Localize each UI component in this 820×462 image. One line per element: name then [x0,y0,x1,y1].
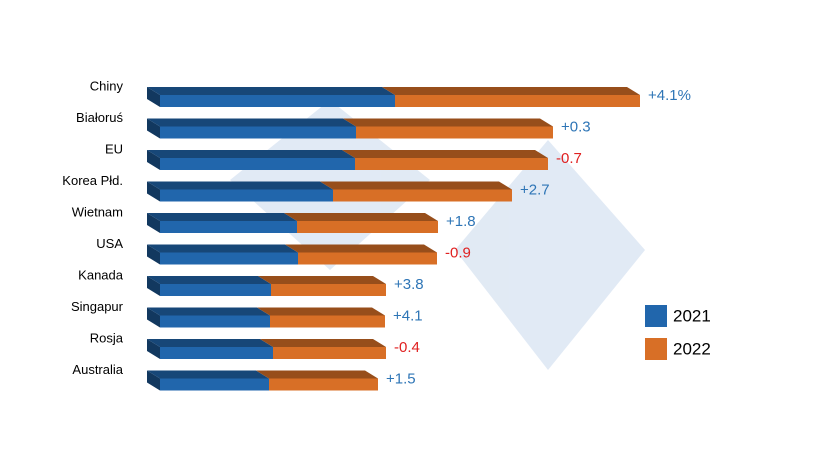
plot: Chiny +4.1% Białoruś +0.3 EU -0.7 Korea Płd. +2… [62,78,711,391]
category-label: Rosja [90,330,124,345]
bar-segment [147,213,297,233]
bar-front [160,158,355,170]
bar-side [147,87,160,107]
bar-front [270,315,385,328]
bar-segment [147,87,395,107]
category-label: Korea Płd. [62,173,123,188]
bar-top [147,213,297,221]
bar-front [160,284,271,296]
bar-segment [147,244,298,265]
bar-front [160,95,395,107]
bar-front [269,378,378,391]
bar-front [160,221,297,233]
bar-segment [147,276,271,296]
bar-top [257,307,385,316]
bar-segment [343,118,553,139]
bar-segment [147,370,269,391]
bar-top [147,339,273,347]
bar-front [271,284,386,296]
legend-label: 2022 [673,339,711,358]
bar-segment [258,276,386,296]
bar-top [343,118,553,127]
bar-top [147,276,271,284]
watermark [230,100,645,370]
bar-front [273,347,386,359]
bar-front [395,95,640,107]
bar-front [160,378,269,391]
bar-top [320,181,512,190]
bar-top [147,150,355,158]
category-label: Białoruś [76,110,123,125]
change-label: -0.9 [445,244,471,261]
bar-front [297,221,438,233]
bar-segment [147,150,355,170]
bar-front [160,347,273,359]
bar-front [298,252,437,265]
bar-segment [256,370,378,391]
bar-segment [285,244,437,265]
change-label: +4.1% [648,87,691,104]
bar-front [160,315,270,328]
change-label: +0.3 [561,118,591,135]
change-label: -0.7 [556,150,582,167]
bar-segment [320,181,512,202]
bar-top [147,181,333,190]
change-label: -0.4 [394,339,420,356]
change-label: +2.7 [520,181,550,198]
bar-segment [147,118,356,139]
bar-side [147,276,160,296]
category-label: Kanada [78,267,124,282]
bar-segment [147,181,333,202]
legend-swatch [645,338,667,360]
category-label: Australia [72,362,123,377]
bar-front [160,189,333,202]
category-label: USA [96,236,123,251]
change-label: +1.5 [386,370,416,387]
bar-side [147,150,160,170]
bar-top [147,87,395,95]
bar-front [160,252,298,265]
bar-top [147,370,269,379]
bar-segment [284,213,438,233]
bar-front [355,158,548,170]
bar-top [147,307,270,316]
bar-segment [260,339,386,359]
bar-side [147,213,160,233]
bar-segment [342,150,548,170]
bar-top [147,118,356,127]
bar-top [285,244,437,253]
bar-segment [147,339,273,359]
bar-top [256,370,378,379]
change-label: +4.1 [393,307,423,324]
category-label: EU [105,141,123,156]
change-label: +3.8 [394,276,424,293]
bar-segment [147,307,270,328]
category-label: Singapur [71,299,124,314]
bar-side [147,244,160,265]
bar-side [147,181,160,202]
bar-side [147,118,160,139]
bar-side [147,307,160,328]
bar-segment [257,307,385,328]
bar-top [284,213,438,221]
bar-top [258,276,386,284]
legend-swatch [645,305,667,327]
bar-top [342,150,548,158]
bar-top [260,339,386,347]
category-label: Wietnam [72,204,123,219]
bar-side [147,370,160,391]
legend-label: 2021 [673,306,711,325]
bar-front [160,126,356,139]
bar-segment [382,87,640,107]
watermark-diamond [455,140,645,370]
bar-side [147,339,160,359]
category-label: Chiny [90,78,124,93]
bar-top [147,244,298,253]
bar-front [333,189,512,202]
change-label: +1.8 [446,213,476,230]
bar-top [382,87,640,95]
bar-front [356,126,553,139]
